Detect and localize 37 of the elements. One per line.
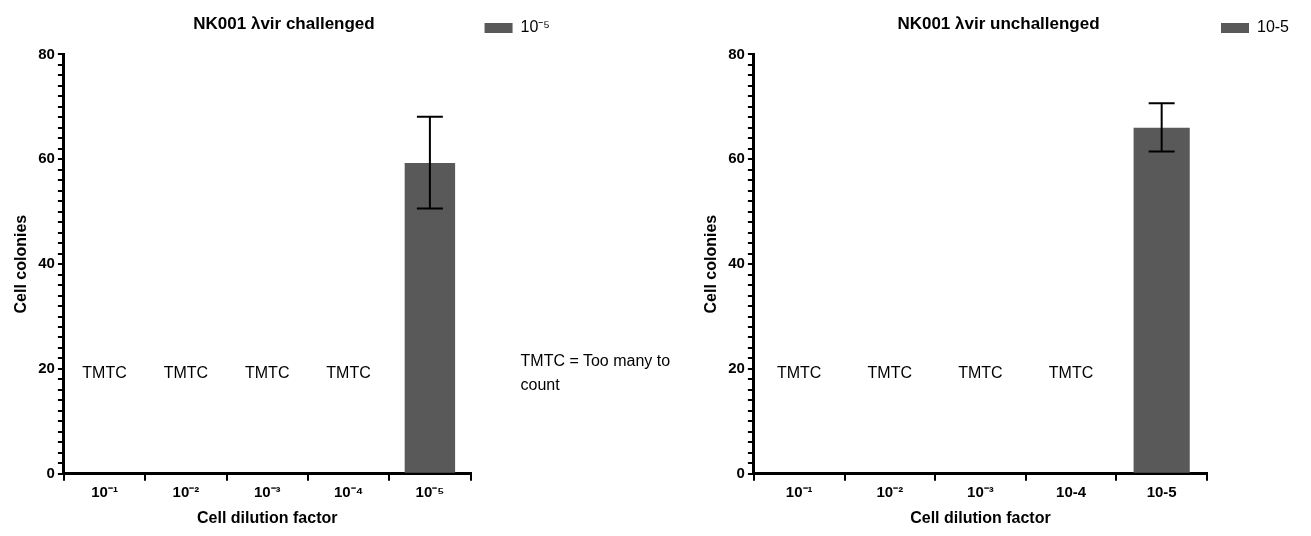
x-tick-label: 10⁻³ [253,482,281,500]
x-axis-title: Cell dilution factor [197,508,338,526]
legend-label: 10⁻⁵ [520,18,551,36]
y-tick-label: 80 [728,44,745,62]
legend-label: 10-5 [1256,18,1290,36]
annotation: TMTC [867,363,913,381]
text: TMTC = Too many to count [520,352,671,394]
y-tick-label: 20 [38,359,55,377]
y-tick-label: 40 [728,254,745,272]
x-tick-label: 10⁻⁵ [415,482,445,500]
x-tick-label: 10⁻² [172,482,200,500]
x-tick-label: 10⁻³ [967,482,994,500]
annotation: TMTC [776,363,822,381]
x-tick-label: 10-5 [1146,482,1177,500]
x-tick-label: 10⁻² [876,482,904,500]
x-tick-label: 10⁻¹ [785,482,813,500]
annotation: TMTC [1048,363,1094,381]
chart-title: NK001 λvir challenged [193,13,375,33]
annotation: TMTC [163,363,209,381]
y-tick-label: 40 [38,254,55,272]
y-tick-label: 0 [46,463,55,481]
x-axis-title: Cell dilution factor [910,508,1051,526]
y-tick-label: 80 [38,44,55,62]
y-tick-label: 20 [728,359,745,377]
y-axis-title: Cell colonies [12,214,30,314]
y-axis-title: Cell colonies [702,214,720,314]
annotation: TMTC [958,363,1003,381]
x-tick-label: 10⁻¹ [91,482,118,500]
x-tick-label: 10⁻⁴ [334,482,364,500]
annotation: TMTC [326,363,371,381]
annotation: TMTC [245,363,290,381]
chart-title: NK001 λvir unchallenged [897,13,1100,33]
annotation: TMTC [82,363,127,381]
x-tick-label: 10-4 [1056,482,1087,500]
y-tick-label: 0 [736,463,745,481]
y-tick-label: 60 [38,149,55,167]
y-tick-label: 60 [728,149,745,167]
